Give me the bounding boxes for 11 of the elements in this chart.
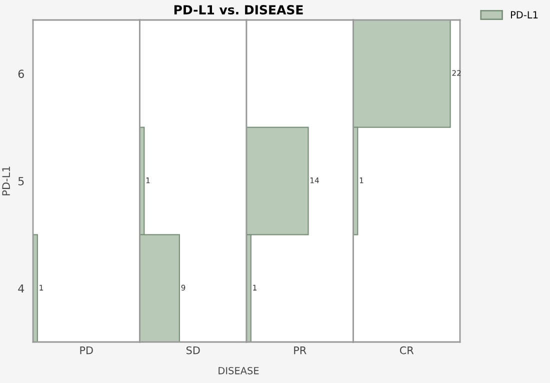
- x-axis-title: CR: [400, 346, 414, 354]
- y-tick-label: 5: [18, 177, 24, 186]
- legend-label: PD-L1: [510, 11, 538, 18]
- text: DISEASE: [218, 366, 259, 374]
- x-axis-title: SD: [186, 346, 200, 354]
- text: PD-L1 vs. DISEASE: [174, 5, 303, 15]
- x-axis-title: PD: [80, 346, 93, 354]
- y-tick-label: 6: [18, 70, 24, 78]
- x-axis-title: PR: [294, 346, 306, 354]
- y-tick-label: 4: [18, 284, 24, 293]
- y-axis-title: PD-L1: [2, 166, 10, 196]
